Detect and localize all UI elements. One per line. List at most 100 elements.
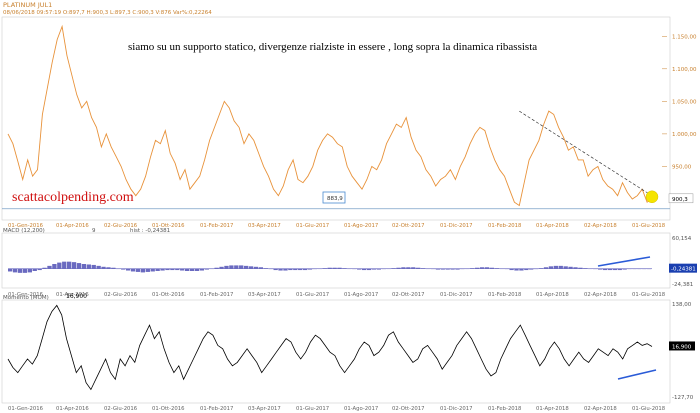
macd-x-tick-label: 01-Apr-2016 [56,292,89,298]
macd-bar [106,267,111,269]
macd-bar [243,265,249,269]
momentum-x-tick-label: 01-Apr-2016 [56,406,89,412]
macd-y-tick-label: 60,154 [672,236,692,242]
macd-bar [529,268,534,270]
price-y-tick-label: 1.000,00 [672,132,697,138]
momentum-x-tick-label: 01-Giu-2018 [632,406,666,412]
macd-bar [101,266,106,269]
last-price-box [668,193,694,204]
price-x-tick-label: 01-Giu-2017 [296,223,329,229]
macd-bar [140,268,146,273]
momentum-x-tick-label: 01-Gen-2016 [8,406,44,412]
macd-bar [91,264,96,269]
macd-bar [337,267,342,269]
macd-bar [411,267,416,269]
macd-x-tick-label: 01-Dic-2017 [440,292,473,298]
macd-bar [175,268,180,271]
price-box [322,191,346,204]
macd-x-tick-label: 03-Apr-2017 [248,292,281,298]
momentum-marker-label: 16,900 [66,293,87,300]
momentum-last-label: 16,900 [672,344,692,350]
macd-bar [401,267,406,269]
macd-bar [509,268,514,271]
macd-bar [170,268,175,271]
momentum-x-tick-label: 01-Ago-2017 [344,406,378,412]
macd-bar [548,266,554,269]
macd-bar [406,267,411,269]
ohlc-readout: 08/06/2018 09:57:19 O:897,7 H:900,3 L:89… [3,10,212,16]
macd-bar [519,268,524,271]
macd-bar [234,265,239,269]
macd-bar [121,268,126,270]
price-y-tick-label: 1.050,00 [672,99,697,105]
momentum-last-box [669,341,695,351]
momentum-y-tick-label: 138,00 [672,302,692,308]
macd-bar [96,265,101,269]
macd-bar [37,268,42,271]
macd-bar [253,266,259,269]
macd-chart: 60,154 -24,381 -0,24381 01-Gen-2016 01-Apr-2… [8,236,697,298]
macd-bar [155,268,160,271]
macd-bar [455,268,460,270]
macd-bar [52,264,57,269]
instrument-label: PLATINUM JUL1 [3,1,52,9]
macd-bar [66,261,72,269]
macd-x-tick-label: 01-Giu-2017 [296,292,329,298]
price-series-line [7,24,653,207]
macd-bar [81,264,87,269]
macd-last-box [669,263,697,273]
price-y-tick-label: 1.100,00 [672,67,697,73]
momentum-x-tick-label: 02-Apr-2018 [584,406,617,412]
macd-bar [479,267,485,269]
macd-bar [283,268,288,271]
macd-bar [239,265,244,269]
macd-x-tick-label: 01-Ago-2017 [344,292,378,298]
momentum-x-tick-label: 01-Giu-2017 [296,406,329,412]
macd-bar [612,268,617,271]
macd-divergence-line [597,256,651,267]
price-x-tick-label: 02-Apr-2018 [584,223,617,229]
price-x-tick-label: 01-Apr-2016 [56,223,89,229]
momentum-x-tick-label: 01-Feb-2018 [488,406,522,412]
macd-bar [17,268,23,273]
price-x-tick-label: 01-Feb-2018 [488,223,522,229]
macd-bar [111,267,116,269]
macd-bar [22,268,28,273]
momentum-series-line [7,304,653,391]
price-x-tick-label: 02-Giu-2016 [104,223,138,229]
macd-bar [524,268,529,271]
macd-bar [563,266,568,269]
macd-bar [145,268,150,272]
macd-bar [416,267,421,269]
momentum-x-tick-label: 02-Giu-2016 [104,406,138,412]
macd-bar [42,267,47,269]
macd-x-tick-label: 01-Gen-2016 [8,292,44,298]
macd-bar [150,268,155,272]
price-y-tick-label: 1.150,00 [672,34,697,40]
macd-bar [27,268,32,273]
last-price-marker [645,190,659,204]
macd-bar [440,268,445,270]
macd-bar [475,267,480,269]
macd-bar [224,265,229,269]
macd-title: MACD (12,200) [3,228,45,234]
macd-x-tick-label: 01-Ott-2016 [152,292,185,298]
momentum-x-tick-label: 01-Apr-2018 [536,406,569,412]
price-box-label: 883,9 [327,196,343,202]
macd-bar [288,268,293,271]
price-chart: 1.150,00 1.100,00 1.050,00 1.000,00 950,00 90… [2,24,697,229]
macd-bar [607,268,613,271]
macd-x-tick-label: 02-Ott-2017 [392,292,425,298]
macd-bar [602,268,608,271]
momentum-y-tick-label: -127,70 [672,395,694,401]
macd-bar [160,268,165,271]
macd-bar [514,268,519,271]
macd-bar [57,262,62,269]
macd-bar [298,268,303,271]
price-x-tick-label: 01-Dic-2017 [440,223,473,229]
macd-bar [278,268,283,271]
macd-bar [8,268,13,272]
macd-x-tick-label: 02-Giu-2016 [104,292,138,298]
macd-bar [76,263,82,269]
